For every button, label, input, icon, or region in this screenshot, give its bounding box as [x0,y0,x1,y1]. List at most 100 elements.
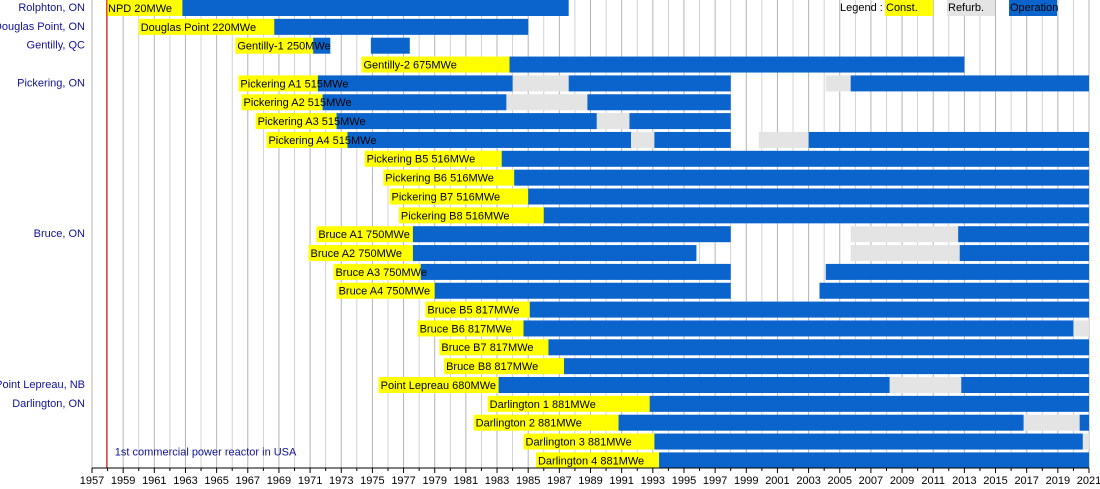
legend-title: Legend : [840,2,883,14]
unit-label: Pickering B8 516MWe [401,210,510,222]
bar-segment [361,56,510,73]
bar-segment [850,75,1089,92]
bar-segment [255,113,337,130]
x-tick-label: 1987 [547,475,571,487]
x-tick-label: 2017 [1014,475,1038,487]
bar-segment [959,245,1089,262]
x-tick-label: 1963 [173,475,197,487]
bar-segment [383,169,515,186]
bar-segment [961,377,1089,393]
bar-segment [235,37,314,54]
bar-segment [364,150,502,167]
bar-segment [564,358,1089,375]
x-tick-label: 1985 [516,475,540,487]
site-label: Bruce, ON [34,228,85,240]
unit-label: NPD 20MWe [108,3,172,15]
x-tick-label: 2011 [921,475,945,487]
unit-label: Gentilly-1 250MWe [237,41,330,53]
bar-segment [412,226,731,243]
bar-segment [138,18,275,35]
legend-swatch [885,0,933,16]
bar-segment [336,113,597,130]
bar-segment [758,131,809,148]
x-tick-label: 2013 [952,475,976,487]
unit-label: Gentilly-2 675MWe [364,59,457,71]
x-tick-label: 1979 [422,475,446,487]
bar-segment [412,245,697,262]
unit-label: Bruce A1 750MWe [318,229,410,241]
x-tick-label: 1959 [111,475,135,487]
x-tick-label: 1995 [672,475,696,487]
bar-segment [1082,433,1089,450]
bar-segment [501,150,1089,167]
bar-segment [850,245,960,262]
legend-label: Refurb. [948,2,984,14]
unit-label: Darlington 2 881MWe [476,418,582,430]
bar-segment [389,188,529,205]
bar-segment [659,452,1089,469]
legend-swatch [947,0,995,16]
unit-label: Bruce A3 750MWe [335,267,427,279]
bar-segment [439,339,549,356]
bar-segment [543,207,1089,224]
bar-segment [523,433,655,450]
site-label: Douglas Point, ON [0,21,85,33]
bar-segment [958,226,1089,243]
bar-segment [241,94,323,111]
legend-swatch [1009,0,1057,16]
x-tick-label: 1981 [454,475,478,487]
bar-segment [889,377,962,393]
bar-segment [322,94,507,111]
bar-segment [523,320,1074,337]
unit-label: Darlington 4 881MWe [538,455,644,467]
bar-segment [378,377,499,393]
x-tick-label: 1973 [329,475,353,487]
unit-label: Darlington 3 881MWe [526,436,632,448]
unit-label: Darlington 1 881MWe [490,399,596,411]
x-tick-label: 1991 [609,475,633,487]
site-label: Point Lepreau, NB [0,379,85,391]
x-tick-label: 1975 [360,475,384,487]
x-tick-label: 1977 [391,475,415,487]
bar-segment [850,226,959,243]
bar-segment [266,131,348,148]
bar-segment [417,320,524,337]
x-tick-label: 2015 [983,475,1007,487]
bar-segment [618,414,1024,431]
annotation-text: 1st commercial power reactor in USA [115,446,297,458]
bar-segment [434,282,731,299]
x-tick-label: 1983 [485,475,509,487]
x-tick-label: 1999 [734,475,758,487]
site-label: Pickering, ON [17,77,85,89]
bar-segment [629,113,731,130]
bar-segment [106,0,183,16]
x-tick-label: 1965 [204,475,228,487]
bar-segment [535,452,660,469]
site-label: Darlington, ON [12,398,85,410]
bar-segment [182,0,569,16]
x-tick-label: 1989 [578,475,602,487]
unit-label: Point Lepreau 680MWe [381,380,496,392]
unit-label: Bruce A2 750MWe [311,248,403,260]
bar-segment [529,301,1089,318]
x-tick-label: 2007 [859,475,883,487]
x-tick-label: 1967 [236,475,260,487]
bar-segment [596,113,630,130]
bar-segment [370,37,410,54]
unit-label: Pickering B5 516MWe [367,154,476,166]
bar-segment [654,433,1083,450]
bar-segment [420,263,731,280]
bar-segment [512,75,569,92]
bar-segment [819,282,1089,299]
bar-segment [473,414,619,431]
bar-segment [425,301,530,318]
bar-segment [313,37,331,54]
bar-segment [336,282,435,299]
unit-label: Bruce B7 817MWe [441,342,533,354]
bar-segment [347,131,632,148]
x-tick-label: 1969 [267,475,291,487]
x-tick-label: 2005 [828,475,852,487]
unit-label: Bruce B5 817MWe [427,305,519,317]
x-tick-label: 1993 [641,475,665,487]
